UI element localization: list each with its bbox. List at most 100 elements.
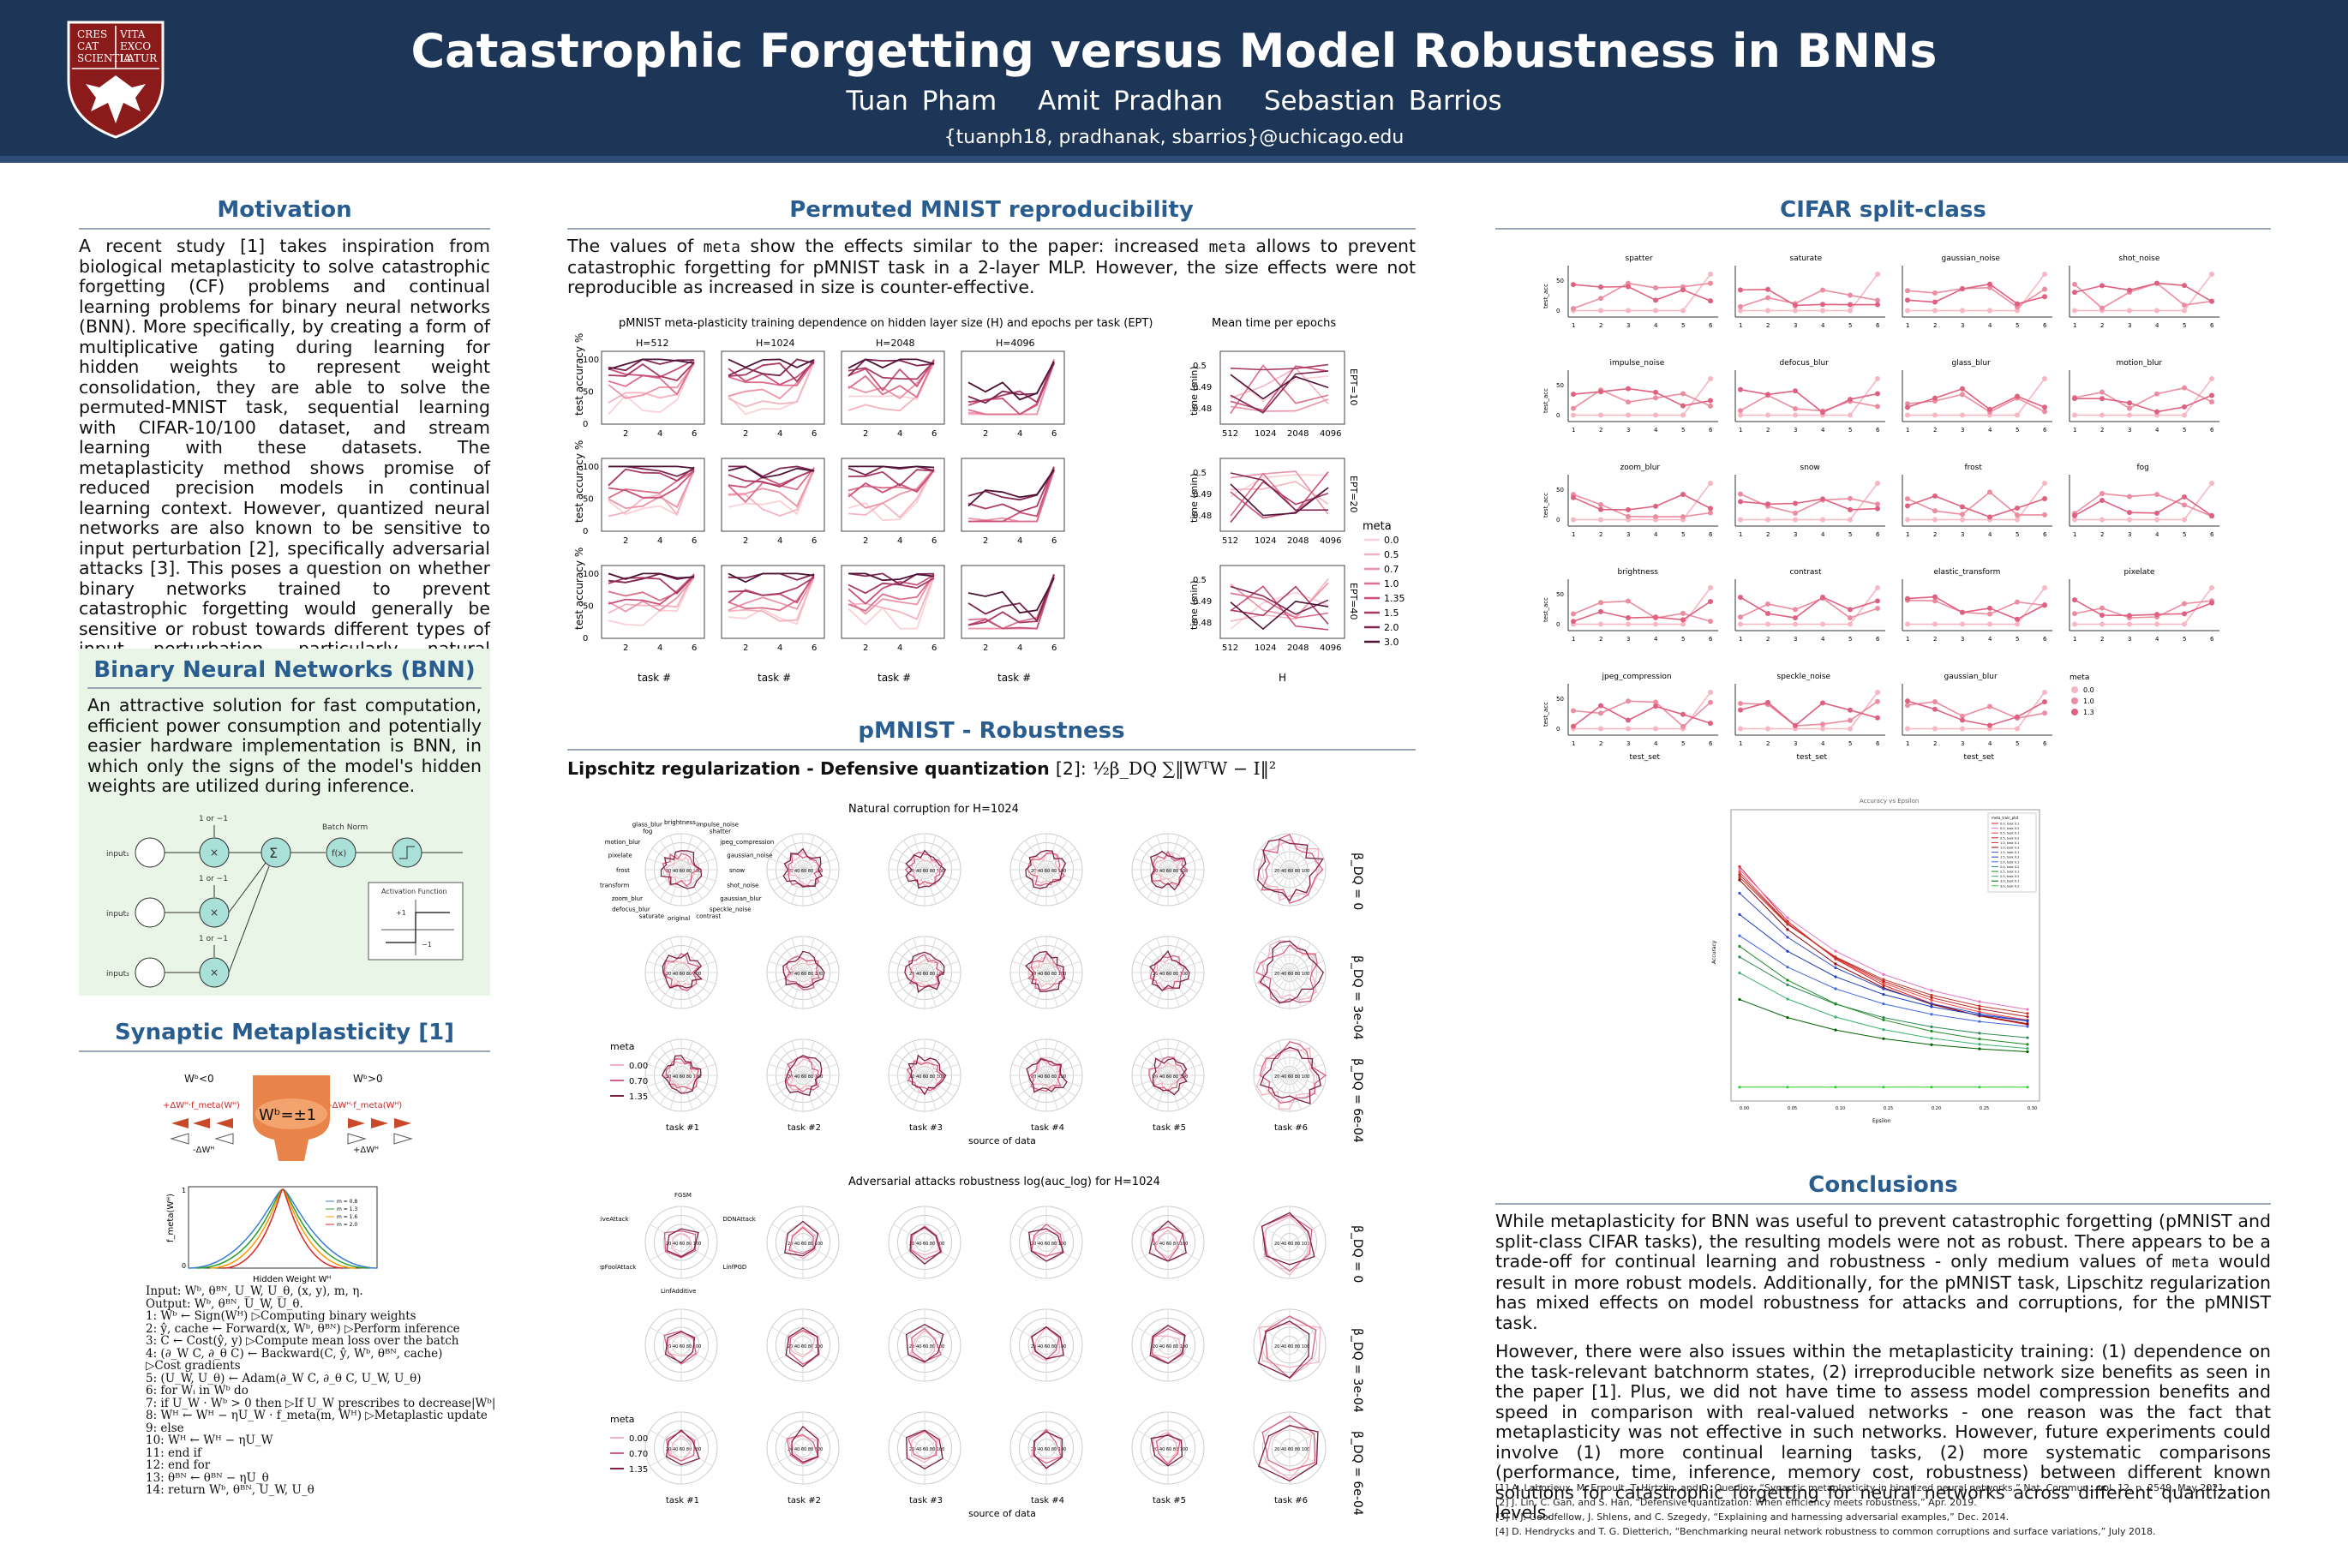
radar-spoke	[802, 1053, 833, 1076]
radar-axis-label: contrast	[696, 913, 721, 919]
legend-label: 1.0, task 0.2	[2000, 847, 2019, 850]
radar-axis-label: jpeg_compression	[719, 839, 774, 846]
radar-axis-label: frost	[616, 867, 630, 874]
series-line	[848, 470, 935, 498]
series-line	[1572, 700, 1711, 727]
radar-spoke	[924, 1447, 956, 1467]
series-line	[728, 576, 815, 612]
diagram-label: 1 or −1	[199, 875, 228, 883]
series-line	[967, 361, 1055, 401]
radar-spoke	[1278, 1074, 1291, 1110]
legend-label: 3.0	[1384, 637, 1399, 648]
tick-label: 6	[1709, 740, 1713, 747]
radar-spoke	[1045, 1063, 1081, 1076]
subplot-title: H=2048	[876, 338, 914, 349]
tick-label: 3	[1961, 531, 1964, 538]
algorithm-line: 6: for Wᵢ in Wᵇ do	[146, 1384, 249, 1397]
radar-spoke	[924, 1074, 937, 1110]
series-line	[728, 358, 815, 377]
author-name: Sebastian Barrios	[1263, 86, 1502, 117]
legend-label: 0.5	[1384, 549, 1399, 560]
subplot-title: contrast	[1790, 568, 1823, 577]
tick-label: 50	[1556, 487, 1564, 494]
radar-spoke	[1138, 847, 1169, 871]
radar-spoke	[802, 869, 838, 882]
tick-label: 4	[1988, 740, 1992, 747]
radar-spoke	[791, 869, 804, 905]
tick-label: 6	[2210, 636, 2214, 643]
axis-label: Accuracy	[1711, 940, 1717, 964]
radar-spoke	[1289, 847, 1320, 871]
radar-spoke	[650, 1429, 682, 1449]
radar-spoke	[1045, 1074, 1081, 1087]
series-line	[1908, 378, 2046, 416]
data-point	[1708, 298, 1713, 304]
radial-tick-label: 20 40 60 80 100	[1031, 869, 1066, 874]
series-line	[728, 358, 815, 368]
subplot-title: impulse_noise	[1610, 359, 1665, 368]
radar-axis-label: LinfBasicIterativeAttack	[600, 1216, 629, 1223]
legend-label: 1.35	[1384, 593, 1405, 604]
diagram-label: input₁	[106, 850, 129, 859]
radar-spoke	[680, 1053, 711, 1076]
tick-label: 50	[1556, 591, 1564, 598]
radar-spoke	[680, 943, 704, 973]
diagram-label: Wᵇ>0	[353, 1073, 383, 1085]
radar-spoke	[924, 1326, 956, 1346]
tick-label: 2048	[1287, 536, 1309, 546]
radar-series	[784, 1055, 823, 1097]
series-line	[608, 573, 695, 606]
diagram-label: m = 0.8	[337, 1199, 357, 1205]
tick-label: 3	[2128, 531, 2131, 538]
radar-spoke	[669, 1040, 682, 1076]
radar-spoke	[680, 1074, 716, 1087]
radar-spoke	[1258, 1224, 1291, 1243]
radar-spoke	[771, 1344, 804, 1364]
tick-label: 4	[1017, 643, 1022, 653]
radar-spoke	[1258, 1326, 1291, 1346]
tick-label: 2	[2100, 636, 2104, 643]
tick-label: 0.5	[1193, 362, 1207, 371]
radar-spoke	[768, 858, 804, 871]
radar-series	[662, 952, 704, 989]
radar-spoke	[1146, 869, 1169, 900]
tick-label: 5	[2016, 427, 2019, 434]
radar-spoke	[680, 1224, 713, 1243]
tick-label: 5	[2183, 427, 2186, 434]
radar-axis-label: snow	[729, 867, 745, 874]
radar-spoke	[1167, 1045, 1190, 1076]
radar-spoke	[924, 835, 937, 871]
series-line	[1230, 592, 1329, 619]
algorithm-line: 7: if U_W · Wᵇ > 0 then ▷If U_W prescrib…	[146, 1396, 496, 1410]
axis-label: task #	[758, 672, 791, 684]
series-line	[1740, 394, 1878, 412]
series-line	[967, 574, 1055, 630]
radar-series	[904, 951, 945, 993]
tick-label: 2	[1933, 427, 1937, 434]
series-line	[728, 465, 815, 479]
radar-series	[788, 1435, 819, 1460]
radar-spoke	[1289, 1074, 1325, 1087]
tick-label: 5	[2016, 636, 2019, 643]
radar-spoke	[1024, 1045, 1047, 1076]
radial-tick-label: 20 40 60 80 100	[1153, 1447, 1188, 1452]
radar-spoke	[646, 1063, 682, 1076]
radial-tick-label: 20 40 60 80 100	[1153, 1344, 1188, 1350]
radar-spoke	[1133, 1063, 1169, 1076]
radial-tick-label: 20 40 60 80 100	[909, 869, 944, 874]
tick-label: 3	[1961, 427, 1964, 434]
tick-label: 6	[2043, 636, 2047, 643]
tick-label: 2	[1933, 740, 1937, 747]
radar-spoke	[768, 1063, 804, 1076]
data-point	[2042, 710, 2047, 716]
tick-label: 6	[1051, 429, 1057, 439]
series-line	[1739, 999, 2028, 1052]
radar-spoke	[646, 869, 682, 882]
data-point	[1875, 297, 1880, 303]
radar-series	[911, 1327, 942, 1362]
tick-label: 3	[1626, 322, 1630, 329]
legend-label: 2.0	[1384, 622, 1399, 633]
data-point	[1571, 392, 1576, 398]
legend-label: 1.3	[2083, 709, 2094, 716]
radar-spoke	[1289, 1040, 1302, 1076]
